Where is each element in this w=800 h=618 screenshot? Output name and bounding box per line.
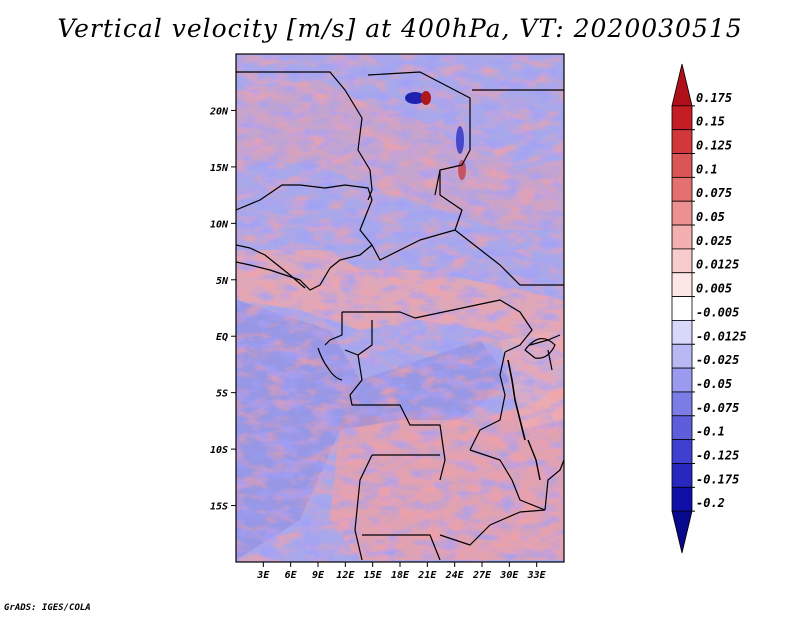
colorbar-label: 0.025 bbox=[696, 234, 732, 248]
y-tick-label: 10N bbox=[210, 219, 229, 230]
x-tick-label: 12E bbox=[336, 570, 355, 581]
colorbar-label: 0.005 bbox=[696, 282, 732, 296]
x-tick-label: 33E bbox=[527, 570, 547, 581]
colorbar-swatch-bottom bbox=[671, 510, 693, 554]
colorbar-label: 0.0125 bbox=[696, 258, 739, 272]
colorbar-label: 0.075 bbox=[696, 186, 732, 200]
colorbar-swatch bbox=[671, 296, 693, 321]
colorbar-swatch bbox=[671, 272, 693, 297]
colorbar-label: -0.125 bbox=[696, 448, 739, 462]
colorbar-swatch bbox=[671, 320, 693, 345]
colorbar-swatch bbox=[671, 200, 693, 226]
colorbar-label: 0.1 bbox=[696, 162, 718, 176]
colorbar-label: -0.175 bbox=[696, 472, 739, 486]
colorbar-swatch bbox=[671, 248, 693, 274]
colorbar-swatch bbox=[671, 105, 693, 131]
y-tick-label: 5N bbox=[216, 276, 229, 287]
colorbar-label: -0.005 bbox=[696, 305, 739, 319]
map-field bbox=[236, 54, 564, 562]
chart-title: Vertical velocity [m/s] at 400hPa, VT: 2… bbox=[57, 14, 743, 43]
colorbar-swatch bbox=[671, 439, 693, 464]
y-tick-label: 5S bbox=[216, 389, 228, 400]
colorbar-swatch bbox=[671, 129, 693, 154]
x-axis: 3E 6E 9E 12E 15E 18E 21E 24E 27E 30E 33E bbox=[256, 562, 547, 581]
colorbar-label: -0.0125 bbox=[696, 329, 747, 343]
x-tick-label: 15E bbox=[364, 570, 383, 581]
colorbar-swatch bbox=[671, 463, 693, 488]
y-tick-label: 15S bbox=[210, 502, 228, 513]
colorbar-label: -0.075 bbox=[696, 401, 739, 415]
y-tick-label: EQ bbox=[216, 332, 228, 343]
x-tick-label: 30E bbox=[499, 570, 519, 581]
colorbar: 0.175 0.15 0.125 0.1 0.075 0.05 0.025 0.0125 0.0… bbox=[671, 63, 747, 554]
y-tick-label: 10S bbox=[210, 445, 228, 456]
colorbar-label: 0.05 bbox=[696, 210, 725, 224]
colorbar-label: -0.1 bbox=[696, 425, 725, 439]
y-tick-label: 20N bbox=[209, 106, 229, 117]
colorbar-swatch bbox=[671, 224, 693, 250]
colorbar-swatch-top bbox=[671, 63, 693, 107]
colorbar-swatch bbox=[671, 343, 693, 369]
colorbar-label: 0.175 bbox=[696, 91, 732, 105]
grads-credit: GrADS: IGES/COLA bbox=[4, 603, 91, 613]
colorbar-swatch bbox=[671, 486, 693, 512]
colorbar-label: -0.05 bbox=[696, 377, 732, 391]
colorbar-label: 0.15 bbox=[696, 115, 725, 129]
x-tick-label: 18E bbox=[391, 570, 410, 581]
colorbar-swatch bbox=[671, 367, 693, 393]
colorbar-swatch bbox=[671, 176, 693, 202]
colorbar-label: -0.025 bbox=[696, 353, 739, 367]
x-tick-label: 24E bbox=[445, 570, 465, 581]
x-tick-label: 9E bbox=[312, 570, 325, 581]
colorbar-swatch bbox=[671, 415, 693, 441]
colorbar-swatch bbox=[671, 153, 693, 178]
x-tick-label: 21E bbox=[417, 570, 437, 581]
y-axis: 20N 15N 10N 5N EQ 5S 10S 15S bbox=[209, 106, 236, 513]
x-tick-label: 3E bbox=[256, 570, 270, 581]
colorbar-label: -0.2 bbox=[696, 496, 725, 510]
y-tick-label: 15N bbox=[210, 163, 229, 174]
x-tick-label: 6E bbox=[285, 570, 298, 581]
colorbar-swatch bbox=[671, 391, 693, 417]
country-borders bbox=[236, 71, 564, 561]
colorbar-label: 0.125 bbox=[696, 139, 732, 153]
x-tick-label: 27E bbox=[472, 570, 492, 581]
